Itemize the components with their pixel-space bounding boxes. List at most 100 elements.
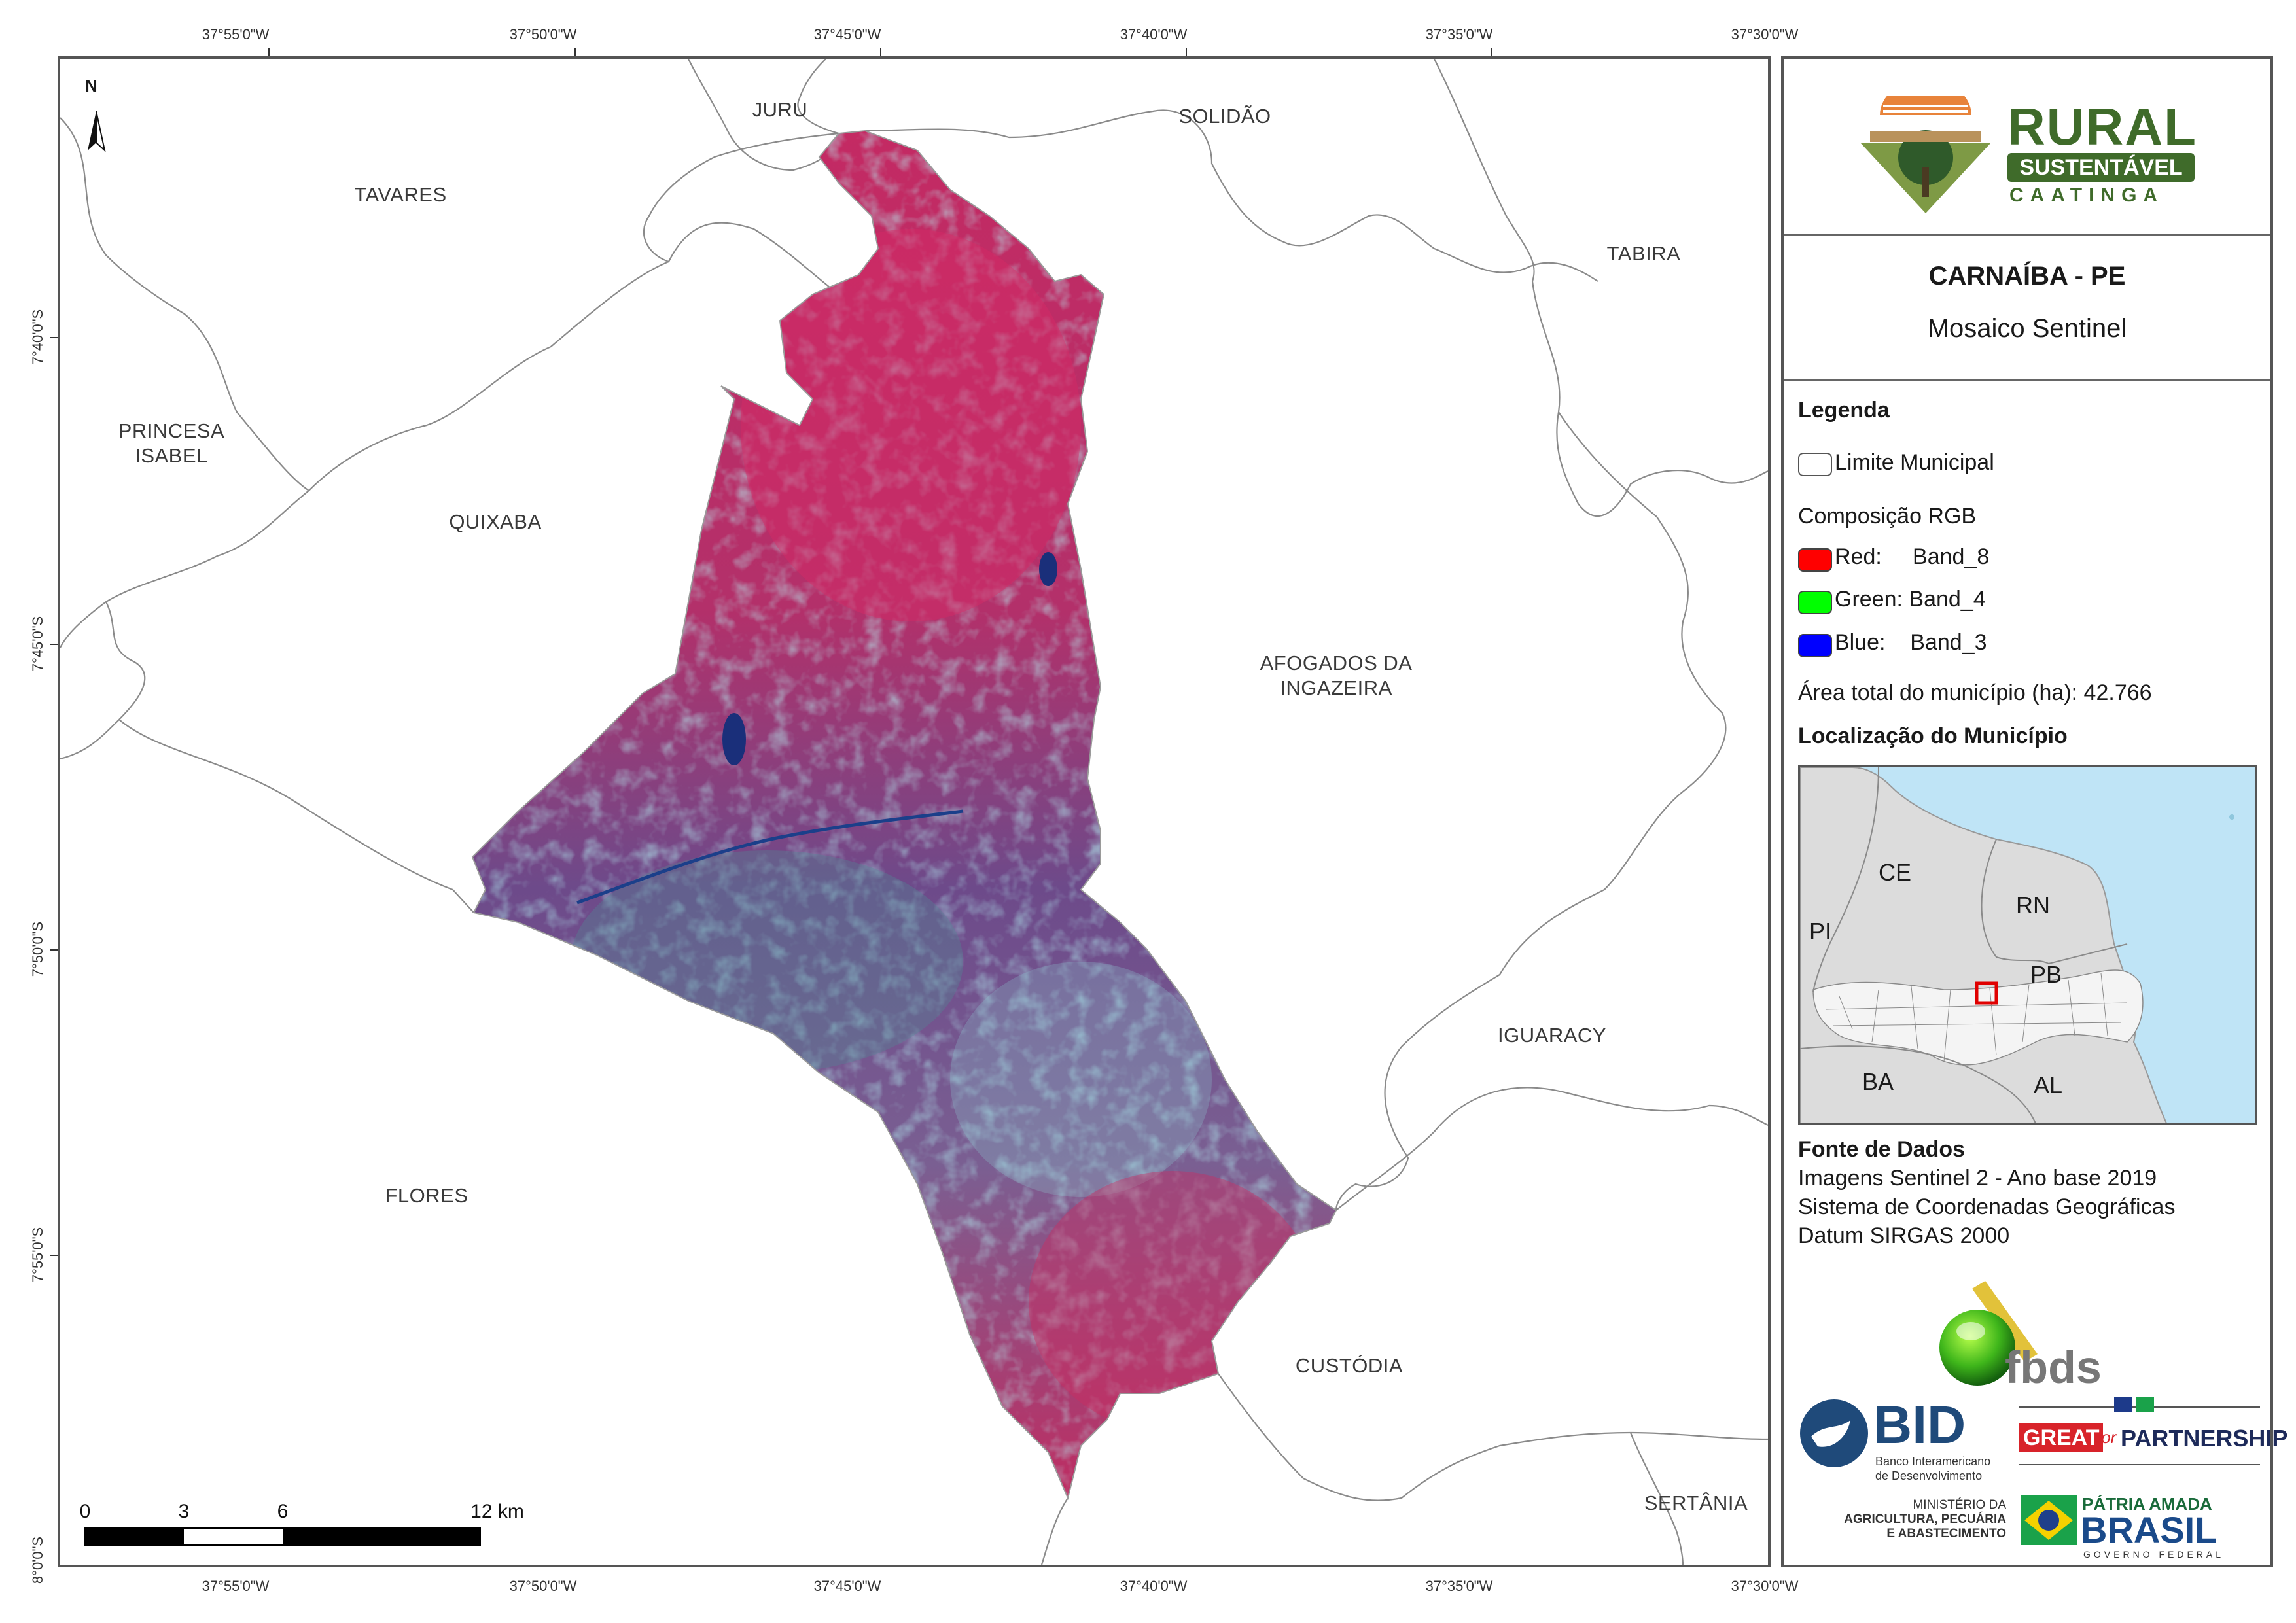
legend-green-band: Green: Band_4 bbox=[1835, 587, 1986, 612]
lon-label-bottom-2: 37°50'0"W bbox=[509, 1578, 577, 1594]
tick-mark bbox=[50, 1255, 58, 1256]
state-label-ce: CE bbox=[1879, 859, 1912, 886]
map-subtitle: Mosaico Sentinel bbox=[1927, 314, 2127, 343]
boundary-swatch bbox=[1798, 453, 1832, 476]
lon-label-bottom-3: 37°45'0"W bbox=[813, 1578, 881, 1594]
lon-label-bottom-6: 37°30'0"W bbox=[1731, 1578, 1799, 1594]
red-band-swatch bbox=[1798, 548, 1832, 572]
green-band-swatch bbox=[1798, 591, 1832, 614]
lat-label-3: 7°50'0"S bbox=[29, 921, 46, 977]
lon-label-bottom-5: 37°35'0"W bbox=[1425, 1578, 1493, 1594]
legend-blue-band: Blue: Band_3 bbox=[1835, 630, 1987, 655]
scale-bar bbox=[84, 1527, 481, 1546]
ministry-line-1: MINISTÉRIO DA bbox=[1913, 1498, 2006, 1512]
town-label-flores: FLORES bbox=[385, 1184, 468, 1207]
scale-label-6: 6 bbox=[277, 1501, 289, 1522]
north-arrow-icon bbox=[88, 111, 106, 152]
fbds-logo: fbds bbox=[1926, 1276, 2102, 1433]
lat-label-5: 8°0'0"S bbox=[29, 1536, 46, 1584]
lon-label-top-3: 37°45'0"W bbox=[813, 26, 881, 43]
town-label-juru: JURU bbox=[752, 98, 808, 121]
patria-amada-text: PÁTRIA AMADA bbox=[2082, 1494, 2212, 1514]
lon-label-top-6: 37°30'0"W bbox=[1731, 26, 1799, 43]
tick-mark bbox=[574, 48, 576, 56]
locator-heading: Localização do Município bbox=[1798, 724, 2068, 748]
carnaiba-boundary bbox=[471, 130, 1337, 1501]
lon-label-top-1: 37°55'0"W bbox=[202, 26, 270, 43]
for-text: for bbox=[2096, 1427, 2117, 1447]
locator-highlight bbox=[1975, 981, 1998, 1005]
lat-label-2: 7°45'0"S bbox=[29, 616, 46, 672]
ministry-line-2: AGRICULTURA, PECUÁRIA bbox=[1844, 1512, 2006, 1526]
tick-mark bbox=[268, 48, 270, 56]
town-label-tabira: TABIRA bbox=[1606, 242, 1681, 265]
fbds-text: fbds bbox=[2005, 1342, 2102, 1393]
town-label-custodia: CUSTÓDIA bbox=[1295, 1354, 1404, 1377]
logo-sustentavel-text: SUSTENTÁVEL bbox=[2007, 153, 2195, 182]
state-label-rn: RN bbox=[2016, 892, 2050, 918]
rural-sustentavel-logo bbox=[1857, 79, 1994, 220]
tick-mark bbox=[1186, 48, 1187, 56]
town-label-sertania: SERTÂNIA bbox=[1644, 1492, 1748, 1514]
legend-rgb-heading: Composição RGB bbox=[1798, 504, 1977, 529]
ministry-logo: MINISTÉRIO DA AGRICULTURA, PECUÁRIA E AB… bbox=[1823, 1498, 2006, 1541]
satellite-mosaic bbox=[472, 131, 1336, 1498]
divider bbox=[1784, 234, 2270, 236]
source-line-1: Imagens Sentinel 2 - Ano base 2019 bbox=[1798, 1166, 2157, 1191]
map-title: CARNAÍBA - PE bbox=[1928, 262, 2126, 290]
governo-federal-text: GOVERNO FEDERAL bbox=[2083, 1549, 2225, 1560]
logo-caatinga-text: CAATINGA bbox=[2009, 184, 2164, 206]
brasil-text: BRASIL bbox=[2081, 1509, 2217, 1550]
legend-limite-municipal: Limite Municipal bbox=[1835, 450, 1994, 475]
state-label-al: AL bbox=[2034, 1072, 2063, 1098]
map-frame[interactable]: N JURU SOLIDÃO TAVARES TABIRA PRINCESA I… bbox=[58, 56, 1771, 1567]
north-label: N bbox=[85, 76, 97, 96]
tick-mark bbox=[1491, 48, 1492, 56]
logo-rural-text: RURAL bbox=[2007, 97, 2197, 156]
source-line-3: Datum SIRGAS 2000 bbox=[1798, 1223, 2010, 1248]
town-label-quixaba: QUIXABA bbox=[449, 510, 542, 533]
scale-label-3: 3 bbox=[178, 1501, 190, 1522]
legend-red-band: Red: Band_8 bbox=[1835, 544, 1990, 569]
state-label-pi: PI bbox=[1809, 918, 1832, 945]
legend-area-total: Área total do município (ha): 42.766 bbox=[1798, 680, 2152, 705]
lat-label-1: 7°40'0"S bbox=[29, 309, 46, 365]
brazil-flag-icon bbox=[2136, 1397, 2154, 1412]
tick-mark bbox=[50, 644, 58, 645]
state-label-ba: BA bbox=[1862, 1068, 1894, 1095]
map-canvas bbox=[60, 59, 1768, 1565]
brasil-flag-logo bbox=[2021, 1495, 2077, 1545]
tick-mark bbox=[50, 949, 58, 951]
lat-label-4: 7°55'0"S bbox=[29, 1227, 46, 1283]
town-label-solidao: SOLIDÃO bbox=[1178, 105, 1271, 128]
lon-label-top-4: 37°40'0"W bbox=[1120, 26, 1188, 43]
lon-label-top-2: 37°50'0"W bbox=[509, 26, 577, 43]
town-label-afogados-da-ingazeira: AFOGADOS DA INGAZEIRA bbox=[1260, 652, 1413, 699]
town-label-iguaracy: IGUARACY bbox=[1498, 1024, 1606, 1047]
town-label-princesa-isabel: PRINCESA ISABEL bbox=[118, 419, 225, 467]
divider bbox=[1784, 379, 2270, 381]
locator-inset-map: CE RN PI PB BA AL bbox=[1798, 765, 2257, 1125]
town-label-tavares: TAVARES bbox=[354, 183, 447, 206]
uk-flag-icon bbox=[2114, 1397, 2132, 1412]
scale-label-0: 0 bbox=[79, 1501, 91, 1522]
blue-band-swatch bbox=[1798, 634, 1832, 657]
scale-label-12km: 12 km bbox=[470, 1501, 524, 1522]
legend-heading: Legenda bbox=[1798, 398, 1890, 423]
great-text: GREAT bbox=[2019, 1423, 2104, 1452]
tick-mark bbox=[880, 48, 881, 56]
bid-text: BID bbox=[1873, 1395, 1966, 1455]
state-label-pb: PB bbox=[2030, 961, 2062, 988]
lon-label-top-5: 37°35'0"W bbox=[1425, 26, 1493, 43]
bid-logo: BID Banco Interamericano de Desenvolvime… bbox=[1798, 1395, 2014, 1486]
bid-subtext-2: de Desenvolvimento bbox=[1875, 1469, 1983, 1482]
info-panel: RURAL SUSTENTÁVEL CAATINGA CARNAÍBA - PE… bbox=[1781, 56, 2287, 1567]
ministry-line-3: E ABASTECIMENTO bbox=[1886, 1527, 2006, 1541]
lon-label-bottom-1: 37°55'0"W bbox=[202, 1578, 270, 1594]
lon-label-bottom-4: 37°40'0"W bbox=[1120, 1578, 1188, 1594]
bid-subtext-1: Banco Interamericano bbox=[1875, 1455, 1991, 1468]
municipal-boundaries bbox=[60, 59, 1768, 1565]
source-line-2: Sistema de Coordenadas Geográficas bbox=[1798, 1195, 2176, 1219]
source-heading: Fonte de Dados bbox=[1798, 1137, 1966, 1162]
tick-mark bbox=[50, 337, 58, 338]
